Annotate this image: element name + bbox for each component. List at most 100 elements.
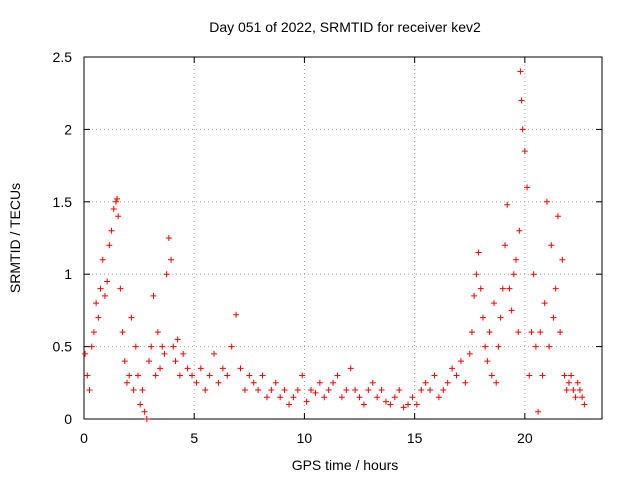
y-tick-label: 2	[64, 121, 72, 137]
data-point	[86, 387, 93, 394]
data-point	[268, 387, 275, 394]
data-point	[126, 372, 133, 379]
data-point	[172, 358, 179, 365]
data-point	[330, 379, 337, 386]
data-point	[535, 408, 542, 415]
data-point	[574, 379, 581, 386]
data-point	[272, 379, 279, 386]
data-point	[546, 343, 553, 350]
data-point	[128, 314, 135, 321]
y-tick-label: 0	[64, 411, 72, 427]
data-point	[165, 235, 172, 241]
data-point	[176, 372, 183, 379]
data-point	[106, 242, 113, 249]
data-point	[281, 387, 288, 394]
data-point	[413, 401, 420, 408]
data-point	[554, 213, 561, 220]
data-point	[117, 285, 124, 292]
data-point	[508, 307, 515, 314]
data-point	[572, 394, 579, 401]
data-point	[550, 314, 557, 321]
data-point	[568, 372, 575, 379]
x-tick-label: 5	[190, 430, 198, 446]
data-point	[119, 329, 126, 336]
y-tick-label: 1	[64, 266, 72, 282]
data-point	[202, 387, 209, 394]
y-tick-label: 1.5	[53, 194, 73, 210]
data-point	[294, 387, 301, 394]
data-point	[159, 343, 166, 350]
data-point	[215, 379, 222, 386]
data-point	[152, 372, 159, 379]
data-point	[506, 285, 513, 292]
data-point	[193, 379, 200, 386]
data-point	[308, 387, 315, 394]
data-point	[157, 365, 164, 372]
data-point	[130, 387, 137, 394]
x-tick-label: 0	[80, 430, 88, 446]
data-point	[146, 358, 153, 365]
data-point	[255, 387, 262, 394]
data-point	[504, 201, 511, 208]
data-point	[462, 379, 469, 386]
data-point	[543, 198, 550, 205]
data-point	[561, 372, 568, 379]
data-point	[303, 398, 310, 405]
data-point	[515, 329, 522, 336]
data-point	[468, 329, 475, 336]
data-point	[197, 365, 204, 372]
data-point	[174, 336, 181, 343]
data-point	[440, 387, 447, 394]
data-point	[84, 372, 91, 379]
data-point	[521, 148, 528, 155]
data-point	[493, 379, 500, 386]
grid	[84, 57, 602, 419]
data-point	[519, 126, 526, 133]
data-point	[184, 365, 191, 372]
data-point	[112, 198, 119, 205]
data-point	[312, 389, 319, 396]
data-point	[475, 249, 482, 256]
data-point	[108, 227, 115, 234]
data-point	[137, 401, 144, 408]
data-point	[418, 387, 425, 394]
data-point	[579, 394, 586, 401]
data-point	[88, 343, 95, 350]
data-point	[90, 329, 97, 336]
data-point	[168, 256, 175, 263]
data-point	[548, 242, 555, 249]
data-point	[532, 343, 539, 350]
data-point	[343, 387, 350, 394]
data-point	[541, 300, 548, 307]
data-point	[224, 372, 231, 379]
data-point	[517, 68, 524, 75]
data-point	[321, 394, 328, 401]
data-point	[97, 285, 104, 292]
data-point	[347, 365, 354, 372]
data-point	[400, 404, 407, 411]
data-point	[148, 343, 155, 350]
data-point	[233, 311, 240, 318]
data-point	[285, 401, 292, 408]
data-point	[115, 213, 122, 220]
data-point	[516, 227, 523, 234]
data-point	[444, 379, 451, 386]
data-point	[396, 387, 403, 394]
data-point	[510, 271, 517, 278]
data-point	[241, 387, 248, 394]
data-point	[581, 401, 588, 408]
x-tick-label: 10	[297, 430, 313, 446]
data-point	[161, 350, 168, 357]
data-point	[552, 285, 559, 292]
data-point	[563, 387, 570, 394]
data-point	[409, 394, 416, 401]
data-point	[123, 379, 130, 386]
data-point	[154, 329, 161, 336]
data-point	[338, 394, 345, 401]
plot-frame	[83, 56, 603, 420]
data-point	[537, 329, 544, 336]
data-point	[576, 387, 583, 394]
data-point	[524, 184, 531, 191]
x-tick-label: 20	[517, 430, 533, 446]
